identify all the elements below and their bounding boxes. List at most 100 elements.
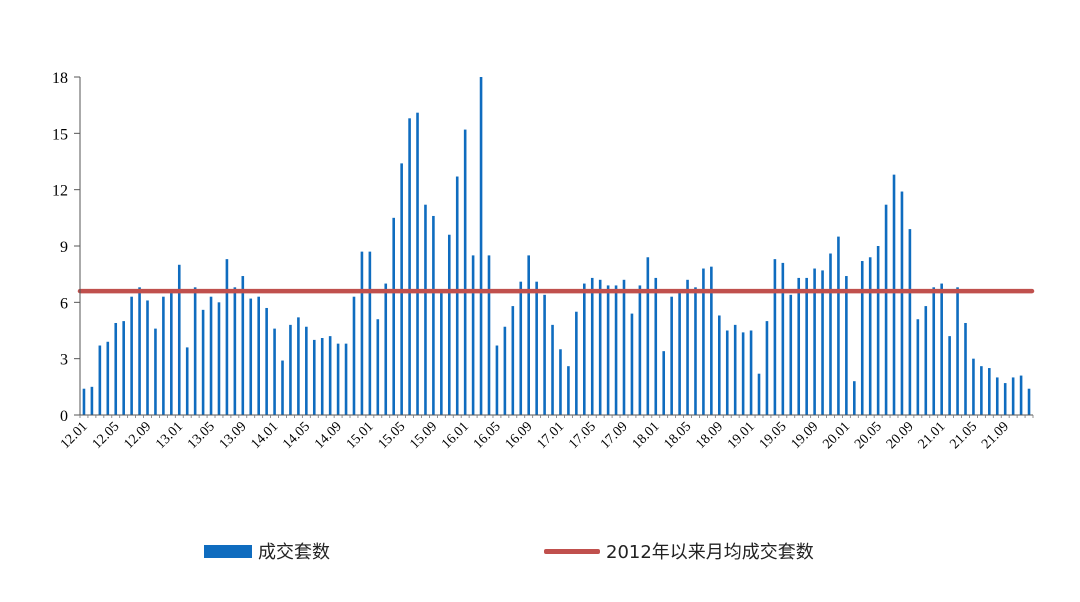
bar-12.03 xyxy=(98,345,102,415)
bar-17.09 xyxy=(622,279,626,415)
bar-16.04 xyxy=(487,255,491,415)
bar-13.03 xyxy=(193,287,197,415)
bar-14.12 xyxy=(360,251,364,415)
bar-19.04 xyxy=(773,259,777,415)
bar-12.08 xyxy=(138,287,141,415)
x-tick-label: 15.01 xyxy=(344,419,377,452)
bar-12.04 xyxy=(106,341,110,415)
bar-21.07 xyxy=(988,368,991,415)
bar-18.12 xyxy=(741,332,745,415)
bar-18.07 xyxy=(702,268,705,415)
bar-19.02 xyxy=(757,373,761,415)
y-tick-label: 12 xyxy=(52,183,68,200)
y-tick-label: 0 xyxy=(60,408,68,425)
bar-16.11 xyxy=(543,294,546,415)
bar-17.07 xyxy=(606,285,610,415)
bar-19.10 xyxy=(821,270,824,415)
y-axis-ticks: 0 3 6 9 12 15 18 xyxy=(52,70,80,425)
bar-13.06 xyxy=(217,302,221,415)
x-tick-label: 16.09 xyxy=(503,419,536,452)
bar-16.10 xyxy=(535,281,538,415)
bar-20.01 xyxy=(845,276,848,415)
x-tick-label: 21.01 xyxy=(916,419,949,452)
x-tick-label: 16.01 xyxy=(439,419,472,452)
bar-17.04 xyxy=(583,283,586,415)
bar-16.07 xyxy=(511,306,515,415)
x-tick-label: 15.09 xyxy=(407,419,440,452)
bar-20.12 xyxy=(932,287,936,415)
bar-17.06 xyxy=(598,279,602,415)
bar-21.10 xyxy=(1011,377,1015,415)
x-tick-label: 17.01 xyxy=(534,419,567,452)
bar-14.05 xyxy=(305,326,308,415)
legend-bar-swatch xyxy=(204,544,252,558)
bar-18.04 xyxy=(678,291,681,415)
bar-15.01 xyxy=(368,251,372,415)
x-tick-label: 12.09 xyxy=(121,419,154,452)
bar-13.04 xyxy=(201,309,205,415)
legend-line: 2012年以来月均成交套数 xyxy=(544,536,814,566)
bar-12.01 xyxy=(82,388,86,415)
bar-13.07 xyxy=(225,259,229,415)
bar-18.01 xyxy=(654,277,658,415)
bar-15.08 xyxy=(424,204,427,415)
bar-15.04 xyxy=(392,217,395,415)
x-tick-label: 21.09 xyxy=(979,419,1012,452)
bar-14.07 xyxy=(320,338,324,415)
bar-13.10 xyxy=(249,298,253,415)
bar-18.06 xyxy=(694,287,697,415)
bar-20.05 xyxy=(876,246,880,415)
bar-17.01 xyxy=(559,349,562,415)
bar-15.11 xyxy=(447,234,451,415)
bar-15.03 xyxy=(384,283,388,415)
bar-20.09 xyxy=(908,229,912,415)
x-tick-label: 13.09 xyxy=(217,419,250,452)
bar-15.07 xyxy=(416,112,419,416)
x-tick-label: 16.05 xyxy=(471,419,504,452)
bar-20.08 xyxy=(900,191,904,415)
bar-13.09 xyxy=(241,276,245,415)
bar-21.08 xyxy=(995,377,999,415)
bar-12.10 xyxy=(154,328,157,415)
bar-16.01 xyxy=(463,129,467,415)
bar-20.10 xyxy=(916,319,920,415)
bar-21.03 xyxy=(956,287,959,415)
x-tick-label: 14.05 xyxy=(280,419,313,452)
bar-20.04 xyxy=(868,257,872,415)
bar-series xyxy=(82,77,1031,416)
bar-16.05 xyxy=(495,345,499,415)
bar-19.01 xyxy=(749,330,753,415)
bar-21.04 xyxy=(964,322,967,415)
bar-19.06 xyxy=(789,294,793,415)
bar-15.06 xyxy=(408,118,411,415)
bar-13.08 xyxy=(233,287,237,415)
bar-13.01 xyxy=(177,264,181,415)
bar-12.09 xyxy=(146,300,149,415)
bar-19.03 xyxy=(765,321,769,415)
x-tick-label: 18.05 xyxy=(661,419,694,452)
x-tick-label: 19.09 xyxy=(789,419,822,452)
bar-14.10 xyxy=(344,343,348,415)
bar-19.05 xyxy=(781,262,785,415)
y-tick-label: 15 xyxy=(52,126,68,143)
bar-18.05 xyxy=(686,279,689,415)
bar-16.08 xyxy=(519,281,523,415)
y-tick-label: 3 xyxy=(60,352,68,369)
bar-18.11 xyxy=(733,324,737,415)
bar-14.09 xyxy=(336,343,340,415)
bar-16.03 xyxy=(479,77,483,415)
bar-21.01 xyxy=(940,283,943,415)
bar-14.11 xyxy=(352,296,356,415)
bar-20.11 xyxy=(924,306,928,415)
x-tick-label: 19.05 xyxy=(757,419,790,452)
bar-12.05 xyxy=(114,322,118,415)
bar-15.12 xyxy=(455,176,459,415)
x-tick-label: 14.09 xyxy=(312,419,345,452)
bar-15.09 xyxy=(432,215,435,415)
bar-19.08 xyxy=(805,277,808,415)
y-tick-label: 9 xyxy=(60,239,68,256)
bar-20.06 xyxy=(884,204,888,415)
legend-bars: 成交套数 xyxy=(204,536,330,566)
bar-21.02 xyxy=(948,336,951,415)
bar-18.02 xyxy=(662,351,666,415)
